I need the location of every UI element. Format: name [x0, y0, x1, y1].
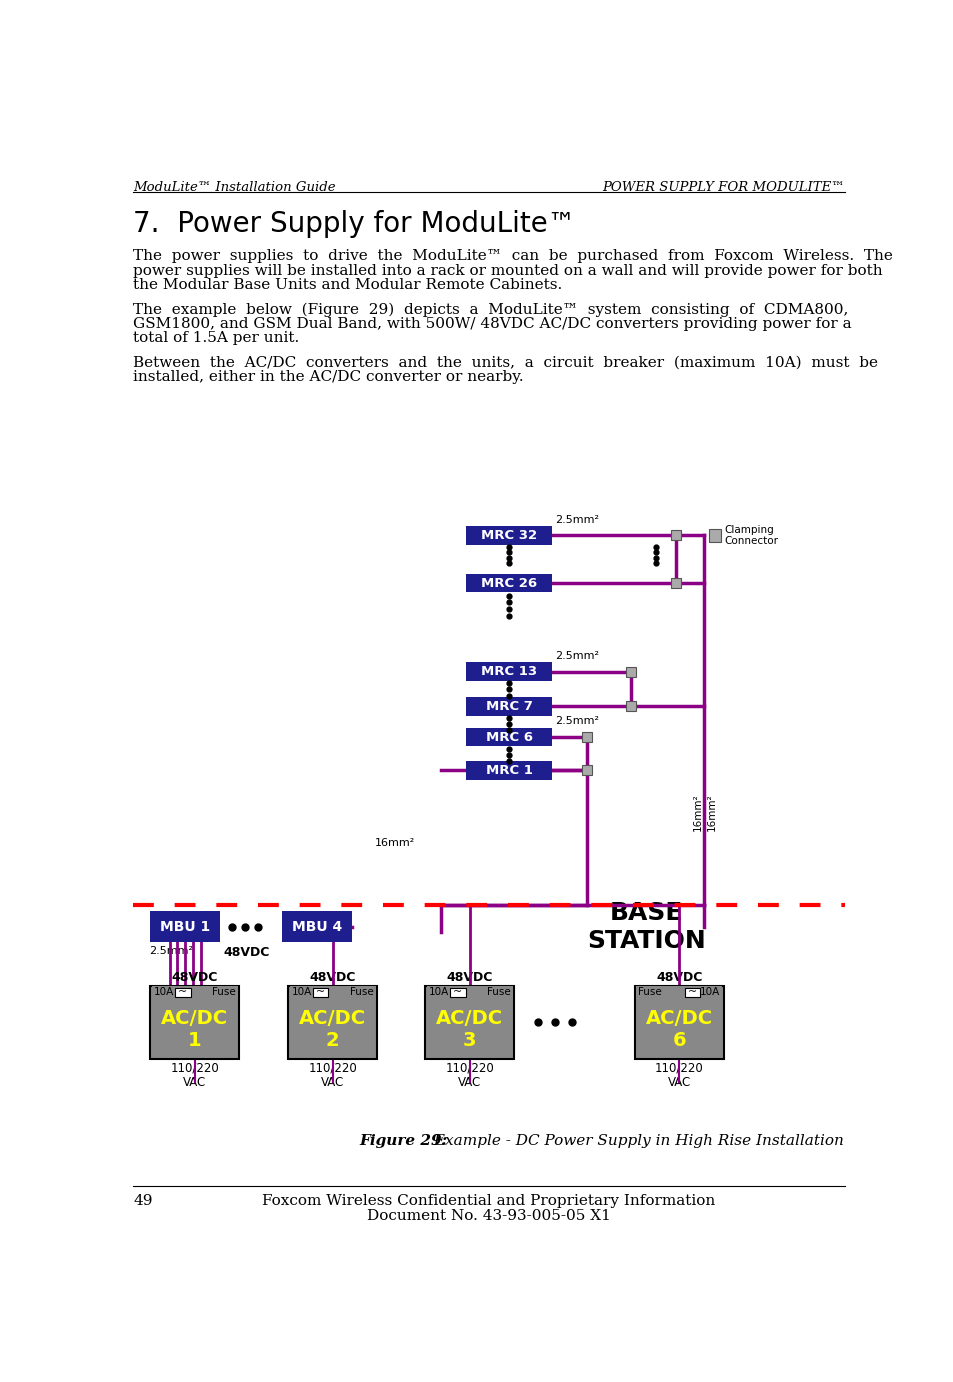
Text: 48VDC: 48VDC	[172, 972, 218, 984]
Text: MBU 4: MBU 4	[292, 919, 341, 934]
Text: The  example  below  (Figure  29)  depicts  a  ModuLite™  system  consisting  of: The example below (Figure 29) depicts a …	[133, 303, 847, 316]
Bar	[425, 985, 514, 1059]
Text: MRC 7: MRC 7	[485, 699, 532, 713]
Text: AC/DC: AC/DC	[299, 1009, 366, 1028]
Bar	[636, 985, 721, 999]
Text: 2.5mm²: 2.5mm²	[555, 651, 598, 661]
Text: 16mm²: 16mm²	[692, 793, 702, 832]
Bar	[625, 702, 635, 712]
Bar	[670, 578, 680, 589]
Text: Example - DC Power Supply in High Rise Installation: Example - DC Power Supply in High Rise I…	[429, 1135, 843, 1148]
Text: Between  the  AC/DC  converters  and  the  units,  a  circuit  breaker  (maximum: Between the AC/DC converters and the uni…	[133, 355, 878, 369]
Text: 10A: 10A	[154, 987, 174, 996]
Text: Figure 29:: Figure 29:	[359, 1135, 447, 1148]
Bar	[150, 911, 220, 943]
Text: ~: ~	[315, 987, 325, 998]
Bar	[174, 988, 191, 996]
Bar	[282, 911, 352, 943]
Bar	[313, 988, 328, 996]
Text: Fuse: Fuse	[638, 987, 661, 996]
Text: MBU 1: MBU 1	[160, 919, 210, 934]
Text: 2.5mm²: 2.5mm²	[149, 945, 193, 956]
Text: power supplies will be installed into a rack or mounted on a wall and will provi: power supplies will be installed into a …	[133, 264, 882, 278]
Text: MRC 32: MRC 32	[480, 529, 537, 542]
Text: 48VDC: 48VDC	[446, 972, 493, 984]
Text: 16mm²: 16mm²	[706, 793, 716, 832]
Text: 10A: 10A	[429, 987, 449, 996]
Text: The  power  supplies  to  drive  the  ModuLite™  can  be  purchased  from  Foxco: The power supplies to drive the ModuLite…	[133, 249, 892, 263]
Bar	[466, 697, 551, 716]
Text: 10A: 10A	[292, 987, 312, 996]
Bar	[466, 761, 551, 779]
Text: ~: ~	[687, 987, 697, 998]
Bar	[581, 766, 591, 775]
Text: BASE
STATION: BASE STATION	[586, 901, 705, 952]
Text: MRC 13: MRC 13	[480, 665, 537, 679]
Bar	[466, 662, 551, 681]
Text: 2: 2	[326, 1031, 339, 1050]
Text: total of 1.5A per unit.: total of 1.5A per unit.	[133, 332, 299, 346]
Text: MRC 6: MRC 6	[485, 731, 532, 744]
Bar	[290, 985, 375, 999]
Text: MRC 1: MRC 1	[485, 764, 532, 777]
Bar	[581, 732, 591, 742]
Text: 6: 6	[672, 1031, 685, 1050]
Text: ~: ~	[178, 987, 187, 998]
Text: AC/DC: AC/DC	[161, 1009, 228, 1028]
Text: POWER SUPPLY FOR MODULITE™: POWER SUPPLY FOR MODULITE™	[601, 181, 843, 195]
Text: 3: 3	[463, 1031, 476, 1050]
Text: 110/220
VAC: 110/220 VAC	[171, 1061, 219, 1089]
Text: 7.  Power Supply for ModuLite™: 7. Power Supply for ModuLite™	[133, 210, 575, 239]
Text: AC/DC: AC/DC	[645, 1009, 712, 1028]
Text: 110/220
VAC: 110/220 VAC	[445, 1061, 494, 1089]
Bar	[670, 531, 680, 540]
Text: Fuse: Fuse	[350, 987, 373, 996]
Text: ModuLite™ Installation Guide: ModuLite™ Installation Guide	[133, 181, 335, 195]
Bar	[466, 527, 551, 545]
Bar	[450, 988, 465, 996]
Bar	[625, 666, 635, 677]
Bar	[466, 728, 551, 746]
Bar	[427, 985, 513, 999]
Text: installed, either in the AC/DC converter or nearby.: installed, either in the AC/DC converter…	[133, 370, 523, 384]
Text: Fuse: Fuse	[212, 987, 235, 996]
Bar	[152, 985, 237, 999]
Bar	[684, 988, 700, 996]
Bar	[634, 985, 723, 1059]
Text: Fuse: Fuse	[486, 987, 510, 996]
Bar	[150, 985, 239, 1059]
Text: 49: 49	[133, 1194, 152, 1208]
Text: 2.5mm²: 2.5mm²	[555, 514, 598, 525]
Text: Foxcom Wireless Confidential and Proprietary Information: Foxcom Wireless Confidential and Proprie…	[262, 1194, 715, 1208]
Text: 2.5mm²: 2.5mm²	[555, 716, 598, 727]
Text: the Modular Base Units and Modular Remote Cabinets.: the Modular Base Units and Modular Remot…	[133, 278, 562, 292]
Text: 48VDC: 48VDC	[656, 972, 701, 984]
Text: ~: ~	[453, 987, 462, 998]
Text: Document No. 43-93-005-05 X1: Document No. 43-93-005-05 X1	[367, 1209, 610, 1223]
Text: 110/220
VAC: 110/220 VAC	[308, 1061, 356, 1089]
Text: 16mm²: 16mm²	[375, 837, 415, 849]
Bar	[466, 574, 551, 593]
Text: Clamping
Connector: Clamping Connector	[723, 525, 778, 546]
Text: 10A: 10A	[699, 987, 720, 996]
Text: 48VDC: 48VDC	[310, 972, 355, 984]
Text: 1: 1	[188, 1031, 201, 1050]
Text: 110/220
VAC: 110/220 VAC	[654, 1061, 702, 1089]
Bar	[708, 529, 720, 542]
Bar	[288, 985, 377, 1059]
Text: AC/DC: AC/DC	[436, 1009, 503, 1028]
Text: 48VDC: 48VDC	[224, 945, 270, 959]
Text: GSM1800, and GSM Dual Band, with 500W/ 48VDC AC/DC converters providing power fo: GSM1800, and GSM Dual Band, with 500W/ 4…	[133, 316, 851, 330]
Text: MRC 26: MRC 26	[480, 576, 537, 590]
